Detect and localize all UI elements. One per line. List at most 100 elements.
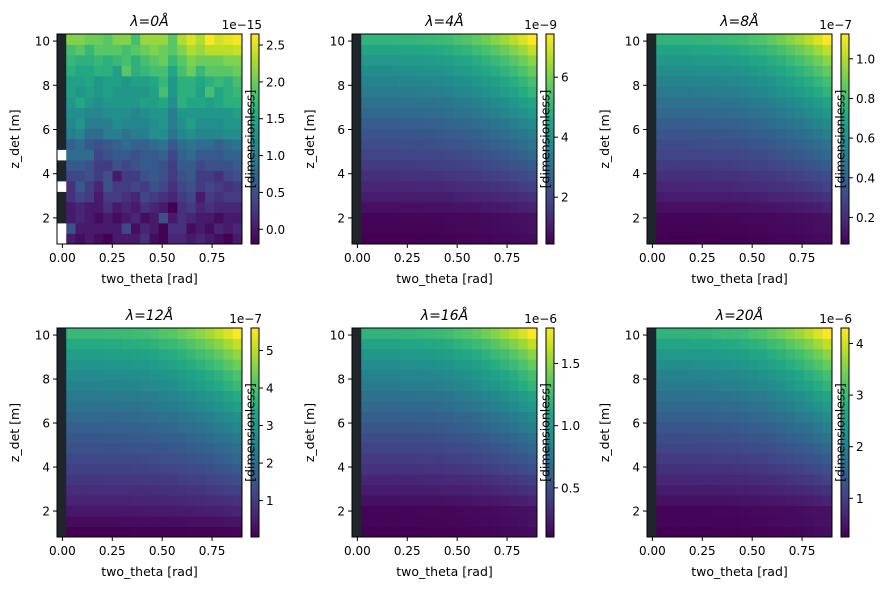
heatmap-cell <box>168 128 178 140</box>
heatmap-cell <box>795 442 805 454</box>
heatmap-cell <box>379 453 390 465</box>
heatmap-cell <box>702 107 713 119</box>
heatmap-cell <box>435 191 445 203</box>
heatmap-cell <box>813 453 824 465</box>
heatmap-cell <box>527 411 538 423</box>
heatmap-cell <box>94 432 104 444</box>
heatmap-cell <box>721 160 731 171</box>
heatmap-cell-column0 <box>647 328 657 339</box>
heatmap-cell <box>721 432 731 444</box>
heatmap-cell <box>463 328 473 339</box>
heatmap-cell-column0 <box>647 233 657 245</box>
heatmap-cell <box>702 170 713 182</box>
heatmap-cell <box>481 149 492 161</box>
heatmap-cell <box>389 484 399 496</box>
heatmap-cell <box>767 212 777 224</box>
heatmap-cell <box>223 411 234 423</box>
heatmap-cell <box>490 86 501 98</box>
heatmap-cell <box>370 212 381 224</box>
heatmap-cell-column0 <box>352 118 362 129</box>
heatmap-cell <box>730 401 740 412</box>
heatmap-cell <box>518 516 529 527</box>
heatmap-cell <box>389 442 399 454</box>
heatmap-cell <box>500 118 510 129</box>
heatmap-cell <box>509 223 519 234</box>
heatmap-cell <box>785 411 796 423</box>
heatmap-cell <box>112 97 123 108</box>
heatmap-cell <box>232 359 243 371</box>
y-tick-label: 4 <box>632 167 640 181</box>
heatmap-cell <box>214 359 224 371</box>
heatmap-cell <box>674 202 685 213</box>
heatmap-cell <box>665 44 676 56</box>
heatmap-cell <box>168 328 178 339</box>
heatmap-cell <box>407 526 418 538</box>
heatmap-cell <box>149 411 160 423</box>
y-tick-label: 2 <box>632 211 640 225</box>
heatmap-cell <box>767 181 777 192</box>
heatmap-cell <box>748 170 759 182</box>
heatmap-cell <box>416 139 427 150</box>
heatmap-cell <box>527 432 538 444</box>
heatmap-cell <box>795 149 805 161</box>
heatmap-cell <box>103 432 113 444</box>
heatmap-cell <box>500 202 510 213</box>
heatmap-cell <box>214 97 224 108</box>
heatmap-cell-column0 <box>352 390 362 402</box>
heatmap-cell <box>426 401 436 412</box>
heatmap-cell <box>177 97 187 108</box>
heatmap-cell <box>407 380 418 392</box>
heatmap-cell-column0 <box>57 495 67 507</box>
heatmap-cell <box>158 348 169 360</box>
heatmap-cell <box>214 432 224 444</box>
heatmap-cell <box>168 474 178 486</box>
heatmap-cell <box>168 390 178 402</box>
heatmap-cell <box>758 139 768 150</box>
heatmap-cell <box>195 380 206 392</box>
heatmap-cell <box>509 453 519 465</box>
heatmap-cell <box>739 348 750 360</box>
heatmap-cell <box>84 223 95 234</box>
heatmap-cell <box>426 128 436 140</box>
heatmap-cell-column0 <box>647 380 657 392</box>
heatmap-cell <box>131 97 141 108</box>
heatmap-cell <box>748 484 759 496</box>
heatmap-cell <box>435 401 445 412</box>
heatmap-cell <box>785 170 796 182</box>
heatmap-cell <box>795 390 805 402</box>
heatmap-cell <box>776 484 787 496</box>
heatmap-cell <box>186 76 197 87</box>
heatmap-cell <box>702 149 713 161</box>
heatmap-cell <box>112 495 123 507</box>
heatmap-cell <box>84 380 95 392</box>
heatmap-cell <box>389 160 399 171</box>
heatmap-cell <box>75 55 86 66</box>
heatmap-cell <box>177 139 187 150</box>
heatmap-cell <box>804 474 814 486</box>
heatmap-cell <box>730 348 740 360</box>
heatmap-cell <box>665 76 676 87</box>
heatmap-cell <box>711 474 722 486</box>
heatmap-cell <box>453 453 464 465</box>
x-tick-label: 0.75 <box>789 544 816 558</box>
heatmap-cell <box>444 369 455 381</box>
heatmap-cell <box>435 348 445 360</box>
heatmap-cell <box>398 432 408 444</box>
heatmap-cell <box>444 338 455 350</box>
heatmap-cell <box>804 516 814 527</box>
heatmap-cell <box>665 118 676 129</box>
heatmap-cell <box>416 390 427 402</box>
heatmap-cell <box>112 474 123 486</box>
heatmap-cell <box>158 380 169 392</box>
heatmap-cell <box>444 380 455 392</box>
heatmap-cell <box>518 34 529 45</box>
heatmap-cell <box>94 442 104 454</box>
heatmap-cell <box>379 474 390 486</box>
heatmap-cell <box>66 65 76 77</box>
heatmap-cell <box>674 55 685 66</box>
heatmap-cell <box>767 526 777 538</box>
heatmap-cell <box>112 160 123 171</box>
x-tick-label: 0.25 <box>99 544 126 558</box>
heatmap-cell <box>463 181 473 192</box>
heatmap-cell <box>149 474 160 486</box>
